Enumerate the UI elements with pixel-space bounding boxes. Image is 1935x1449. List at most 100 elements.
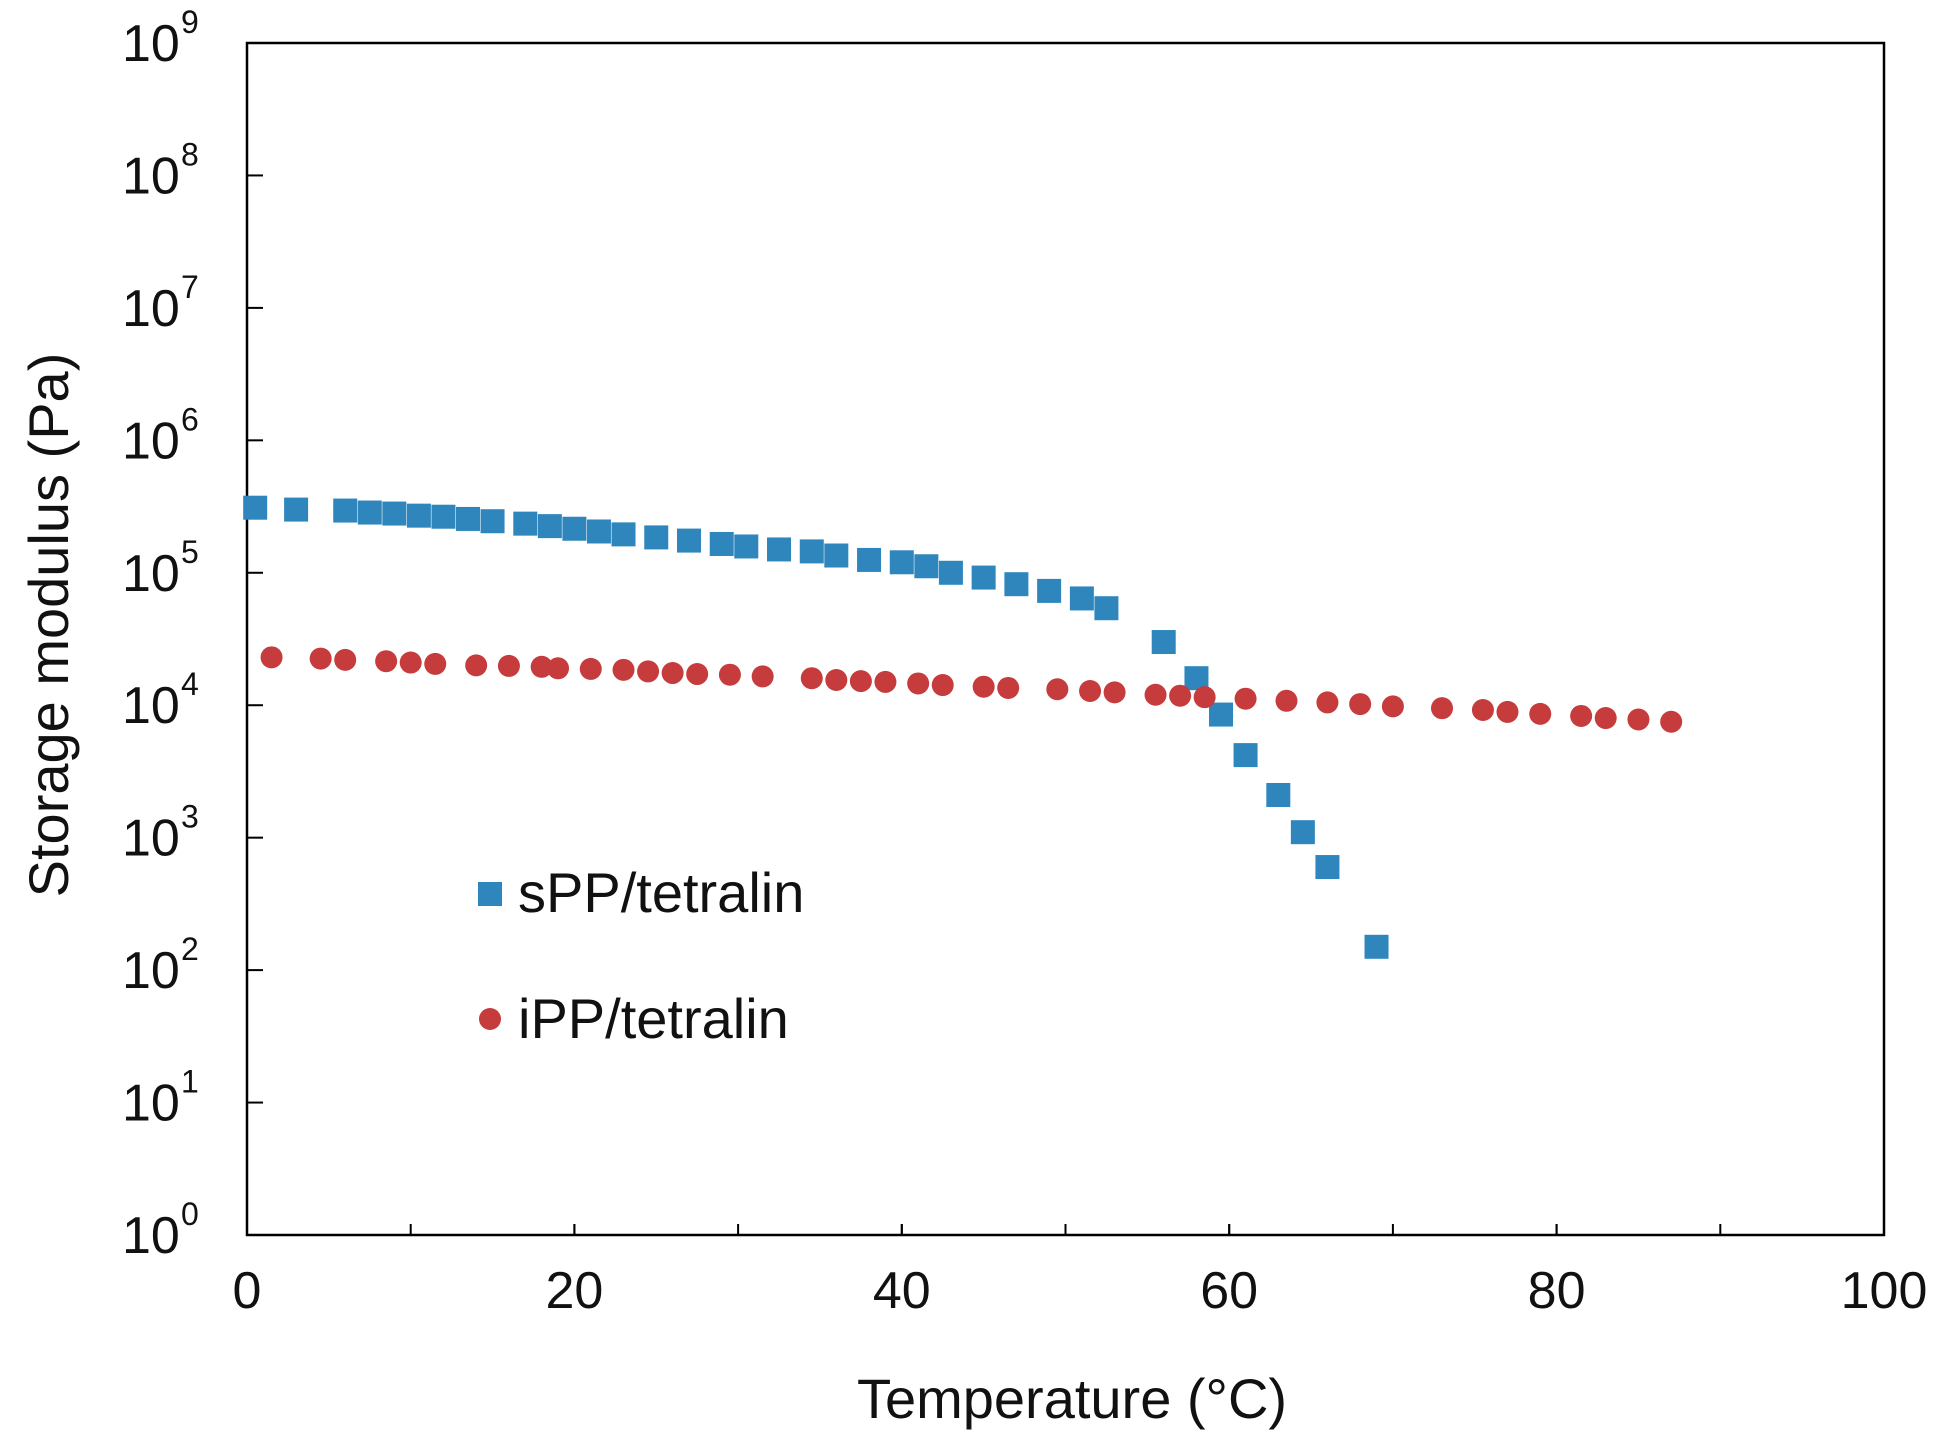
legend-marker-spp (478, 882, 502, 906)
ipp-data-point (800, 667, 823, 690)
legend: sPP/tetralin iPP/tetralin (478, 861, 804, 1050)
x-tick-label: 80 (1528, 1262, 1586, 1320)
ipp-data-point (1431, 697, 1454, 720)
y-tick-label: 10 (122, 412, 180, 470)
spp-data-point (767, 537, 792, 562)
y-tick-label: 10 (122, 545, 180, 603)
ipp-data-point (874, 670, 897, 693)
spp-data-point (971, 565, 996, 590)
x-tick-label: 40 (873, 1262, 931, 1320)
ipp-data-point (1349, 693, 1372, 716)
ipp-data-point (260, 646, 283, 669)
spp-data-point (1209, 702, 1234, 727)
spp-data-point (1037, 578, 1062, 603)
spp-data-point (1233, 743, 1258, 768)
ipp-data-point (1627, 708, 1650, 731)
spp-data-point (586, 519, 611, 544)
ipp-data-point (686, 663, 709, 686)
y-tick-exponent: 4 (181, 666, 199, 702)
ipp-data-point (375, 650, 398, 673)
ipp-data-point (334, 648, 357, 671)
spp-data-point (1290, 820, 1315, 845)
y-tick-label: 10 (122, 15, 180, 73)
ipp-data-point (1144, 683, 1167, 706)
ipp-data-point (1660, 710, 1683, 733)
ipp-data-point (931, 674, 954, 697)
spp-data-point (1069, 586, 1094, 611)
ipp-data-point (907, 672, 930, 695)
ipp-data-point (1496, 700, 1519, 723)
y-tick-label: 10 (122, 677, 180, 735)
y-tick-exponent: 9 (181, 4, 199, 40)
ipp-data-point (1529, 702, 1552, 725)
ipp-data-point (1316, 691, 1339, 714)
spp-data-point (889, 550, 914, 575)
spp-data-point (431, 504, 456, 529)
ipp-data-point (1381, 695, 1404, 718)
spp-data-point (1364, 934, 1389, 959)
y-tick-label: 10 (122, 810, 180, 868)
ipp-data-point (309, 647, 332, 670)
y-tick-exponent: 0 (181, 1196, 199, 1232)
y-tick-label: 10 (122, 1207, 180, 1265)
ipp-data-point (530, 655, 553, 678)
ipp-data-point (579, 657, 602, 680)
ipp-data-point (1234, 687, 1257, 710)
ipp-data-point (1471, 699, 1494, 722)
spp-data-point (1094, 596, 1119, 621)
legend-marker-ipp (479, 1008, 501, 1030)
x-tick-label: 60 (1200, 1262, 1258, 1320)
spp-data-point (644, 525, 669, 550)
spp-data-point (1151, 630, 1176, 655)
spp-data-point (513, 511, 538, 536)
legend-label-ipp: iPP/tetralin (518, 987, 789, 1050)
y-tick-exponent: 8 (181, 136, 199, 172)
spp-data-point (1266, 782, 1291, 807)
spp-data-point (406, 503, 431, 528)
y-tick-label: 10 (122, 147, 180, 205)
spp-data-point (824, 543, 849, 568)
spp-data-point (1004, 572, 1029, 597)
spp-data-point (562, 516, 587, 541)
x-tick-label: 0 (233, 1262, 262, 1320)
y-tick-exponent: 2 (181, 931, 199, 967)
ipp-data-point (972, 675, 995, 698)
spp-data-point (676, 528, 701, 553)
y-tick-exponent: 3 (181, 799, 199, 835)
spp-data-point (537, 514, 562, 539)
spp-data-point (455, 506, 480, 531)
ipp-data-point (718, 663, 741, 686)
ipp-data-point (497, 654, 520, 677)
y-tick-label: 10 (122, 280, 180, 338)
spp-data-point (914, 554, 939, 579)
legend-label-spp: sPP/tetralin (518, 861, 804, 924)
spp-data-point (357, 500, 382, 525)
ipp-data-point (424, 652, 447, 675)
ipp-data-point (1594, 707, 1617, 730)
ipp-data-point (1079, 680, 1102, 703)
ipp-data-point (1193, 686, 1216, 709)
ipp-data-point (825, 669, 848, 692)
ipp-data-point (1046, 678, 1069, 701)
series-spp-tetralin (243, 495, 1389, 959)
spp-data-point (1315, 855, 1340, 880)
y-tick-exponent: 7 (181, 269, 199, 305)
y-tick-label: 10 (122, 1075, 180, 1133)
spp-data-point (284, 497, 309, 522)
spp-data-point (938, 560, 963, 585)
x-tick-label: 100 (1841, 1262, 1928, 1320)
x-axis-title: Temperature (°C) (857, 1367, 1287, 1430)
spp-data-point (857, 547, 882, 572)
ipp-data-point (547, 657, 570, 680)
ipp-data-point (1570, 704, 1593, 727)
series-ipp-tetralin (260, 646, 1683, 733)
spp-data-point (333, 498, 358, 523)
spp-data-point (611, 522, 636, 547)
spp-data-point (480, 509, 505, 534)
spp-data-point (382, 501, 407, 526)
ipp-data-point (612, 658, 635, 681)
ipp-data-point (637, 660, 660, 683)
ipp-data-point (1275, 689, 1298, 712)
y-axis-title: Storage modulus (Pa) (17, 353, 80, 898)
